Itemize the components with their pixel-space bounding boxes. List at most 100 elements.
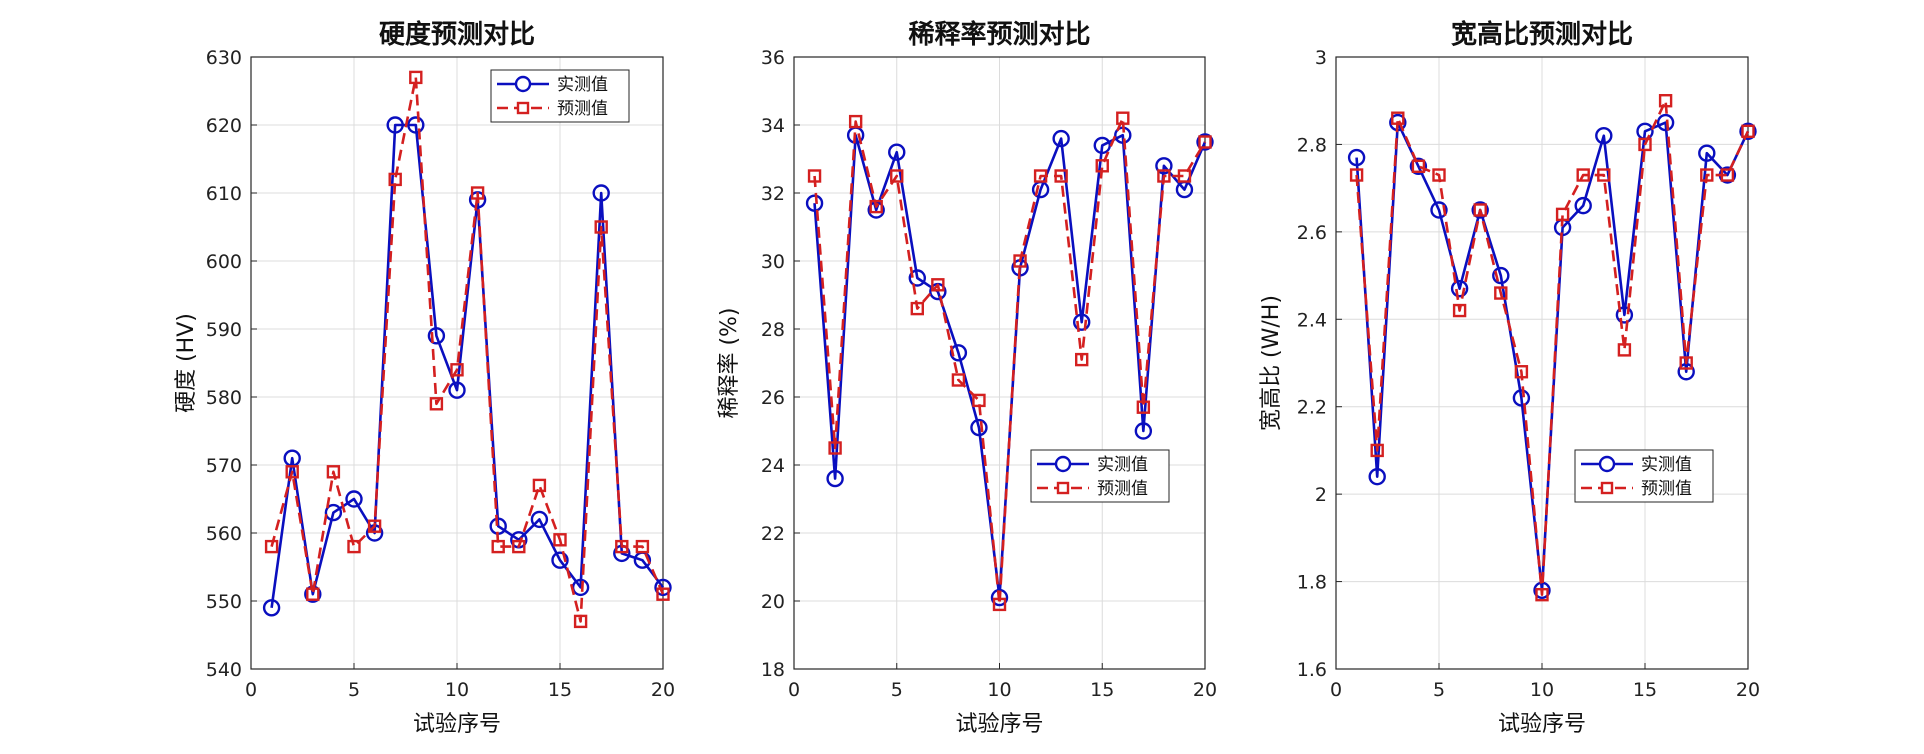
y-tick-label: 610 bbox=[206, 183, 242, 205]
legend-label: 实测值 bbox=[557, 75, 608, 95]
data-point-square bbox=[828, 441, 842, 455]
legend-box bbox=[1574, 449, 1714, 503]
x-axis-label: 试验序号 bbox=[955, 712, 1043, 737]
chart-title: 硬度预测对比 bbox=[379, 19, 535, 50]
data-point-square bbox=[1741, 124, 1755, 139]
data-point-square bbox=[1576, 168, 1590, 182]
data-point-circle bbox=[949, 344, 968, 362]
y-tick-label: 600 bbox=[206, 251, 242, 273]
data-point-square bbox=[264, 539, 279, 554]
data-point-circle bbox=[805, 194, 824, 212]
x-tick-label: 0 bbox=[1330, 679, 1342, 701]
data-point-square bbox=[532, 478, 547, 493]
data-point-square bbox=[1700, 168, 1714, 182]
data-point-square bbox=[951, 373, 966, 387]
data-point-square bbox=[1116, 111, 1130, 125]
data-point-square bbox=[1473, 203, 1487, 217]
data-point-square bbox=[992, 597, 1007, 612]
data-point-square bbox=[1391, 111, 1405, 125]
y-tick-label: 570 bbox=[206, 455, 242, 477]
data-point-circle bbox=[1134, 422, 1153, 440]
data-point-circle bbox=[551, 551, 569, 569]
data-point-square bbox=[848, 114, 863, 129]
data-point-square bbox=[656, 587, 670, 601]
data-point-circle bbox=[1155, 157, 1173, 175]
x-tick-label: 20 bbox=[1736, 679, 1760, 701]
x-tick-label: 20 bbox=[1193, 679, 1217, 701]
y-tick-label: 26 bbox=[761, 387, 785, 409]
y-axis-label: 宽高比 (W/H) bbox=[1259, 295, 1284, 431]
x-tick-label: 15 bbox=[1633, 679, 1657, 701]
data-point-square bbox=[1720, 168, 1735, 182]
data-point-circle bbox=[1072, 313, 1091, 331]
data-point-square bbox=[1136, 400, 1151, 414]
data-point-circle bbox=[1347, 148, 1366, 167]
data-point-square bbox=[869, 199, 883, 214]
data-point-square bbox=[1198, 135, 1212, 149]
y-axis-label: 硬度 (HV) bbox=[174, 313, 199, 413]
data-point-square bbox=[1597, 168, 1611, 182]
data-point-square bbox=[1679, 356, 1693, 370]
data-point-square bbox=[1432, 168, 1446, 182]
series-predicted bbox=[807, 111, 1212, 612]
data-point-square bbox=[1370, 443, 1384, 458]
legend-marker-circle bbox=[1054, 455, 1072, 473]
data-point-square bbox=[573, 614, 588, 629]
y-tick-label: 30 bbox=[761, 251, 785, 273]
data-point-circle bbox=[1739, 122, 1757, 141]
data-point-square bbox=[1013, 254, 1027, 268]
data-point-circle bbox=[1595, 126, 1613, 145]
y-tick-label: 580 bbox=[206, 387, 242, 409]
data-point-square bbox=[326, 465, 341, 479]
series-line bbox=[270, 76, 665, 623]
data-point-square bbox=[615, 539, 629, 554]
data-point-square bbox=[1074, 352, 1089, 367]
y-tick-label: 590 bbox=[206, 319, 242, 341]
data-point-circle bbox=[530, 510, 549, 529]
y-tick-label: 28 bbox=[761, 319, 785, 341]
y-tick-label: 2.2 bbox=[1297, 397, 1327, 419]
data-point-square bbox=[306, 587, 320, 601]
data-point-square bbox=[1349, 168, 1364, 182]
legend-label: 预测值 bbox=[1641, 479, 1692, 499]
x-tick-label: 20 bbox=[651, 679, 675, 701]
y-tick-label: 2 bbox=[1315, 484, 1327, 506]
data-point-square bbox=[553, 533, 567, 547]
y-tick-label: 2.4 bbox=[1297, 309, 1327, 331]
y-tick-label: 32 bbox=[761, 183, 785, 205]
data-point-circle bbox=[908, 269, 926, 287]
data-point-circle bbox=[1471, 201, 1489, 219]
y-tick-label: 2.8 bbox=[1297, 134, 1327, 156]
legend-label: 实测值 bbox=[1097, 455, 1148, 475]
y-tick-label: 1.6 bbox=[1297, 659, 1327, 681]
y-tick-label: 3 bbox=[1315, 47, 1327, 69]
legend-box bbox=[1030, 449, 1170, 503]
x-tick-label: 0 bbox=[245, 679, 257, 701]
data-point-circle bbox=[386, 116, 404, 134]
data-point-square bbox=[491, 539, 505, 554]
legend-label: 预测值 bbox=[557, 99, 608, 119]
data-point-square bbox=[910, 301, 924, 316]
data-point-circle bbox=[888, 143, 906, 161]
data-point-circle bbox=[407, 116, 425, 134]
data-point-square bbox=[807, 169, 822, 183]
data-point-circle bbox=[970, 418, 988, 437]
legend-marker-square bbox=[516, 101, 530, 115]
legend-marker-square bbox=[1056, 481, 1070, 495]
data-point-circle bbox=[1656, 113, 1675, 132]
data-point-square bbox=[890, 169, 904, 183]
series-predicted bbox=[1349, 94, 1755, 602]
x-tick-label: 5 bbox=[348, 679, 360, 701]
data-point-square bbox=[450, 363, 464, 377]
x-tick-label: 0 bbox=[788, 679, 800, 701]
y-tick-label: 24 bbox=[761, 455, 785, 477]
data-point-circle bbox=[345, 490, 363, 508]
y-tick-label: 2.6 bbox=[1297, 222, 1327, 244]
x-tick-label: 10 bbox=[1530, 679, 1554, 701]
y-tick-label: 560 bbox=[206, 523, 242, 545]
